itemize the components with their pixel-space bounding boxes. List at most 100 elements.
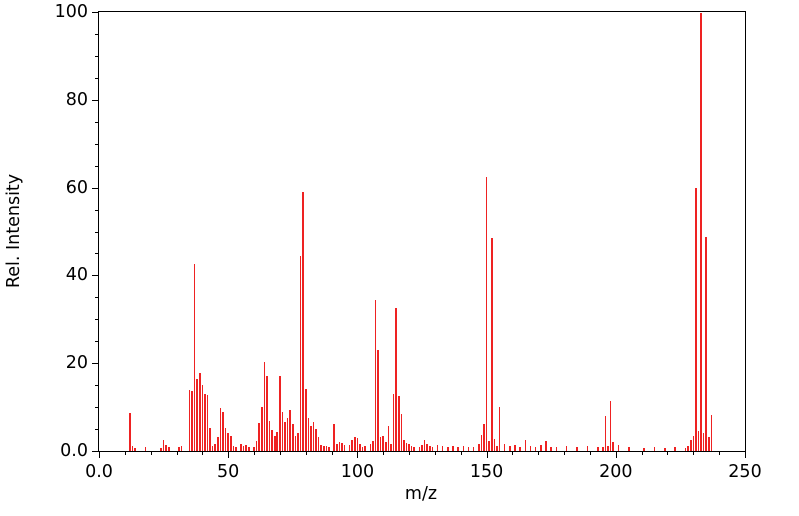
spectrum-peak (555, 446, 558, 451)
spectrum-peak (354, 437, 356, 451)
spectrum-peak (341, 443, 343, 451)
x-axis-minor-tick (434, 451, 436, 455)
spectrum-peak (204, 393, 206, 451)
spectrum-peak (607, 445, 609, 451)
spectrum-peak (320, 444, 323, 451)
spectrum-peak (165, 444, 167, 451)
spectrum-peak (405, 442, 408, 451)
spectrum-peak (410, 446, 413, 451)
spectrum-peak (310, 425, 312, 451)
spectrum-peak (328, 446, 330, 451)
spectrum-peak (359, 443, 361, 451)
spectrum-peak (235, 446, 237, 451)
y-axis-minor-tick (95, 231, 99, 233)
spectrum-peak (428, 445, 431, 451)
y-axis-minor-tick (95, 407, 99, 409)
x-axis-minor-tick (254, 451, 256, 455)
spectrum-peak (260, 407, 263, 451)
spectrum-peak (271, 429, 273, 451)
x-axis-tick-label: 0.0 (85, 462, 113, 482)
y-axis-minor-tick (95, 165, 99, 167)
spectrum-peak (372, 440, 374, 451)
spectrum-peak (467, 447, 470, 451)
spectrum-peak (229, 435, 232, 451)
spectrum-peak (702, 433, 705, 451)
spectrum-peak (273, 435, 276, 451)
x-axis-minor-tick (641, 451, 643, 455)
y-axis-minor-tick (95, 319, 99, 321)
y-axis-minor-tick (95, 121, 99, 123)
spectrum-peak (705, 237, 708, 451)
spectrum-peak (692, 436, 695, 451)
y-axis-title: Rel. Intensity (2, 11, 26, 450)
spectrum-peak (627, 447, 630, 451)
spectrum-peak (413, 447, 416, 451)
spectrum-peak (395, 308, 397, 451)
y-axis-minor-tick (95, 253, 99, 255)
spectrum-peak (144, 446, 147, 451)
y-axis-minor-tick (95, 385, 99, 387)
spectrum-peak (664, 447, 666, 451)
spectrum-peak (167, 446, 170, 451)
spectrum-peak (524, 440, 527, 451)
spectrum-peak (297, 433, 299, 451)
spectrum-peak (519, 446, 521, 451)
x-axis-tick-label: 150 (469, 462, 504, 482)
spectrum-peak (217, 436, 219, 451)
x-axis-tick-label: 250 (728, 462, 762, 482)
spectrum-peak (397, 396, 400, 451)
spectrum-peak (488, 441, 490, 451)
y-axis-minor-tick (95, 297, 99, 299)
y-axis-tick-label: 0.0 (60, 441, 88, 461)
x-axis-major-tick (228, 451, 230, 458)
spectrum-peak (134, 448, 136, 451)
spectrum-peak (400, 414, 403, 451)
spectrum-peak (617, 444, 620, 451)
spectrum-peak (421, 444, 423, 451)
spectrum-peak (684, 447, 687, 451)
x-axis-major-tick (486, 451, 488, 458)
x-axis-minor-tick (305, 451, 307, 455)
spectrum-peak (302, 192, 304, 451)
y-axis-title-text: Rel. Intensity (4, 173, 25, 288)
spectrum-peak (299, 255, 302, 451)
y-axis-major-tick (92, 451, 99, 452)
spectrum-peak (418, 446, 421, 451)
spectrum-peak (392, 393, 395, 451)
x-axis-minor-tick (383, 451, 385, 455)
y-axis-tick-label: 60 (65, 177, 88, 198)
spectrum-peak (472, 446, 475, 451)
spectrum-peak (209, 427, 211, 451)
spectrum-peak (540, 445, 542, 451)
spectrum-peak (335, 444, 338, 451)
y-axis-minor-tick (95, 33, 99, 35)
spectrum-peak (545, 441, 547, 451)
x-axis-minor-tick (512, 451, 514, 455)
spectrum-peak (387, 425, 390, 451)
x-axis-minor-tick (460, 451, 462, 455)
spectrum-peak (565, 446, 568, 451)
y-axis-minor-tick (95, 209, 99, 211)
spectrum-peak (390, 444, 392, 451)
spectrum-peak (160, 447, 162, 451)
spectrum-peak (653, 447, 656, 451)
spectrum-peak (129, 413, 131, 451)
spectrum-peak (191, 391, 193, 451)
y-axis-minor-tick (95, 143, 99, 145)
spectrum-peak (193, 264, 196, 451)
spectrum-peak (245, 445, 248, 451)
spectrum-peak (248, 447, 250, 451)
spectrum-peak (266, 376, 268, 451)
spectrum-peak (447, 446, 449, 451)
spectrum-peak (317, 437, 320, 451)
spectrum-peak (408, 444, 410, 451)
spectrum-peak (315, 429, 317, 451)
spectrum-peak (689, 439, 692, 451)
spectrum-peak (180, 446, 183, 451)
y-axis-minor-tick (95, 429, 99, 431)
spectrum-peak (258, 423, 260, 451)
spectrum-peak (426, 443, 428, 451)
spectrum-peak (483, 423, 485, 451)
y-axis-tick-label: 100 (54, 2, 88, 22)
spectrum-peak (219, 407, 222, 451)
